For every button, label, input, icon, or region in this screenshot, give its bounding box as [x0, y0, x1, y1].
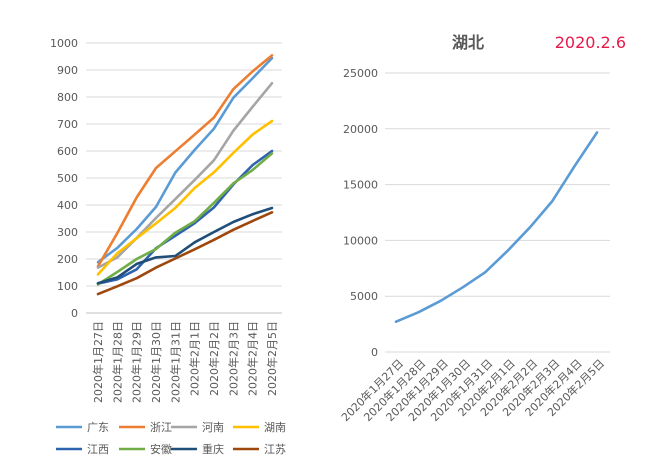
x-tick-label: 2020年1月31日 [168, 321, 182, 403]
series-line-江西 [96, 149, 274, 285]
legend-label: 广东 [87, 421, 109, 434]
y-tick-label: 500 [57, 172, 78, 185]
series-line-湖南 [96, 119, 274, 276]
legend-label: 重庆 [202, 442, 224, 456]
y-tick-label: 800 [57, 91, 78, 104]
series-line-广东 [96, 56, 274, 264]
y-tick-label: 15000 [343, 179, 378, 192]
x-tick-label: 2020年2月5日 [265, 321, 279, 396]
x-tick-label: 2020年2月4日 [246, 321, 260, 396]
legend-label: 河南 [202, 421, 224, 434]
series-line-安徽 [96, 152, 274, 286]
y-tick-label: 100 [57, 280, 78, 293]
legend-label: 安徽 [150, 442, 172, 456]
y-tick-label: 10000 [343, 234, 378, 247]
chart-title: 湖北 [452, 33, 484, 52]
y-tick-label: 200 [57, 253, 78, 266]
y-tick-label: 5000 [350, 290, 378, 303]
series-line-湖北 [394, 131, 599, 324]
y-tick-label: 700 [57, 118, 78, 131]
x-tick-label: 2020年1月29日 [130, 321, 144, 403]
y-tick-label: 1000 [50, 37, 78, 50]
x-tick-label: 2020年1月28日 [110, 321, 124, 403]
x-tick-label: 2020年2月1日 [188, 321, 202, 396]
series-line-浙江 [96, 54, 274, 268]
y-tick-label: 300 [57, 226, 78, 239]
y-tick-label: 400 [57, 199, 78, 212]
series-line-重庆 [96, 206, 274, 285]
legend-label: 湖南 [264, 421, 286, 434]
legend-label: 江苏 [264, 443, 286, 456]
legend-label: 江西 [87, 443, 109, 456]
date-annotation: 2020.2.6 [555, 33, 626, 52]
x-tick-label: 2020年2月2日 [207, 321, 221, 396]
province-chart: 0 100 200 300 400 500 600 700 800 900 1000 2020年1月2… [50, 37, 286, 456]
series-line-河南 [96, 81, 274, 269]
y-tick-label: 600 [57, 145, 78, 158]
x-tick-label: 2020年1月27日 [91, 321, 105, 403]
legend-label: 浙江 [150, 421, 172, 434]
y-tick-label: 900 [57, 64, 78, 77]
y-tick-label: 25000 [343, 67, 378, 80]
x-tick-label: 2020年1月30日 [149, 321, 163, 403]
y-tick-label: 0 [371, 346, 378, 359]
x-tick-label: 2020年2月3日 [226, 321, 240, 396]
y-tick-label: 20000 [343, 123, 378, 136]
y-tick-label: 0 [71, 307, 78, 320]
series-line-江苏 [96, 211, 274, 296]
